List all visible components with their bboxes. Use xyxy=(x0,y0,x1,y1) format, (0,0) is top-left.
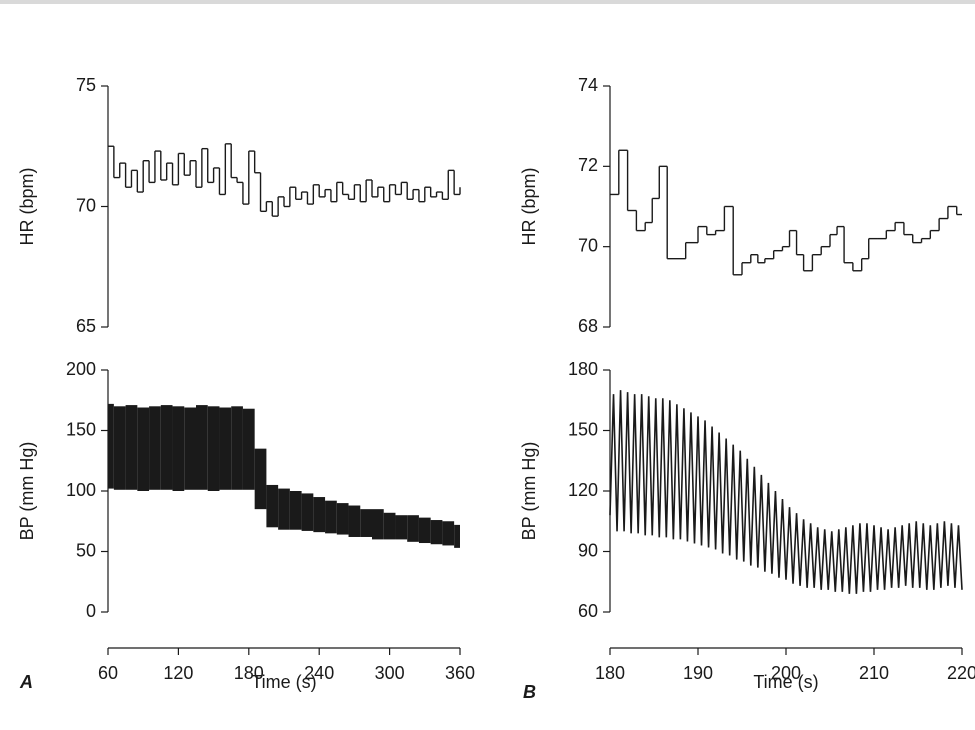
y-tick-label: 72 xyxy=(578,155,598,175)
bp-range xyxy=(160,405,173,490)
bp-range xyxy=(360,509,372,537)
bp-range xyxy=(108,403,114,489)
y-tick-label: 75 xyxy=(76,75,96,95)
y-axis-label: HR (bpm) xyxy=(17,167,37,245)
bp-range xyxy=(289,491,302,530)
bp-range xyxy=(231,406,243,490)
bp-range xyxy=(301,493,314,531)
panel-label: A xyxy=(19,672,33,692)
x-tick-label: 200 xyxy=(771,663,801,683)
x-tick-label: 300 xyxy=(375,663,405,683)
bp-range xyxy=(430,520,443,545)
bp-range xyxy=(125,405,138,490)
y-axis-label: BP (mm Hg) xyxy=(17,442,37,541)
y-tick-label: 150 xyxy=(66,419,96,439)
bp-range xyxy=(266,484,279,528)
y-tick-label: 68 xyxy=(578,316,598,336)
y-tick-label: 150 xyxy=(568,419,598,439)
y-tick-label: 100 xyxy=(66,480,96,500)
y-tick-label: 0 xyxy=(86,601,96,621)
bp-range xyxy=(454,524,460,548)
bp-range xyxy=(372,509,384,540)
y-tick-label: 120 xyxy=(568,480,598,500)
x-tick-label: 190 xyxy=(683,663,713,683)
panel-label: B xyxy=(523,682,536,702)
bp-range xyxy=(219,407,232,490)
bp-range xyxy=(407,515,419,542)
x-axis-label: Time (s) xyxy=(753,672,818,692)
bp-range xyxy=(172,406,185,491)
bp-range xyxy=(313,497,326,533)
bp-range xyxy=(149,406,161,490)
y-tick-label: 90 xyxy=(578,540,598,560)
y-tick-label: 70 xyxy=(578,235,598,255)
x-tick-label: 210 xyxy=(859,663,889,683)
bp-range xyxy=(254,448,267,510)
x-axis-label: Time (s) xyxy=(251,672,316,692)
y-tick-label: 65 xyxy=(76,316,96,336)
y-tick-label: 70 xyxy=(76,195,96,215)
x-tick-label: 220 xyxy=(947,663,975,683)
y-tick-label: 50 xyxy=(76,540,96,560)
x-tick-label: 120 xyxy=(163,663,193,683)
bp-range xyxy=(442,521,455,546)
bp-range xyxy=(348,505,361,537)
x-tick-label: 60 xyxy=(98,663,118,683)
x-tick-label: 180 xyxy=(595,663,625,683)
bp-range xyxy=(336,503,349,535)
y-tick-label: 60 xyxy=(578,601,598,621)
y-tick-label: 74 xyxy=(578,75,598,95)
bp-waveform xyxy=(609,390,963,594)
bp-range xyxy=(196,405,208,490)
bp-range xyxy=(207,406,220,491)
y-axis-label: HR (bpm) xyxy=(519,167,539,245)
bp-range xyxy=(184,407,196,490)
y-tick-label: 180 xyxy=(568,359,598,379)
bp-range xyxy=(113,406,126,490)
bp-range xyxy=(395,515,408,540)
bp-range xyxy=(242,408,255,490)
bp-range xyxy=(137,407,150,491)
bp-range xyxy=(418,517,431,544)
x-tick-label: 360 xyxy=(445,663,475,683)
x-tick-label: 240 xyxy=(304,663,334,683)
y-axis-label: BP (mm Hg) xyxy=(519,442,539,541)
y-tick-label: 200 xyxy=(66,359,96,379)
bp-range xyxy=(383,512,396,540)
bp-range xyxy=(278,488,290,530)
bp-range xyxy=(325,500,337,534)
x-tick-label: 180 xyxy=(234,663,264,683)
top-border xyxy=(0,0,975,4)
